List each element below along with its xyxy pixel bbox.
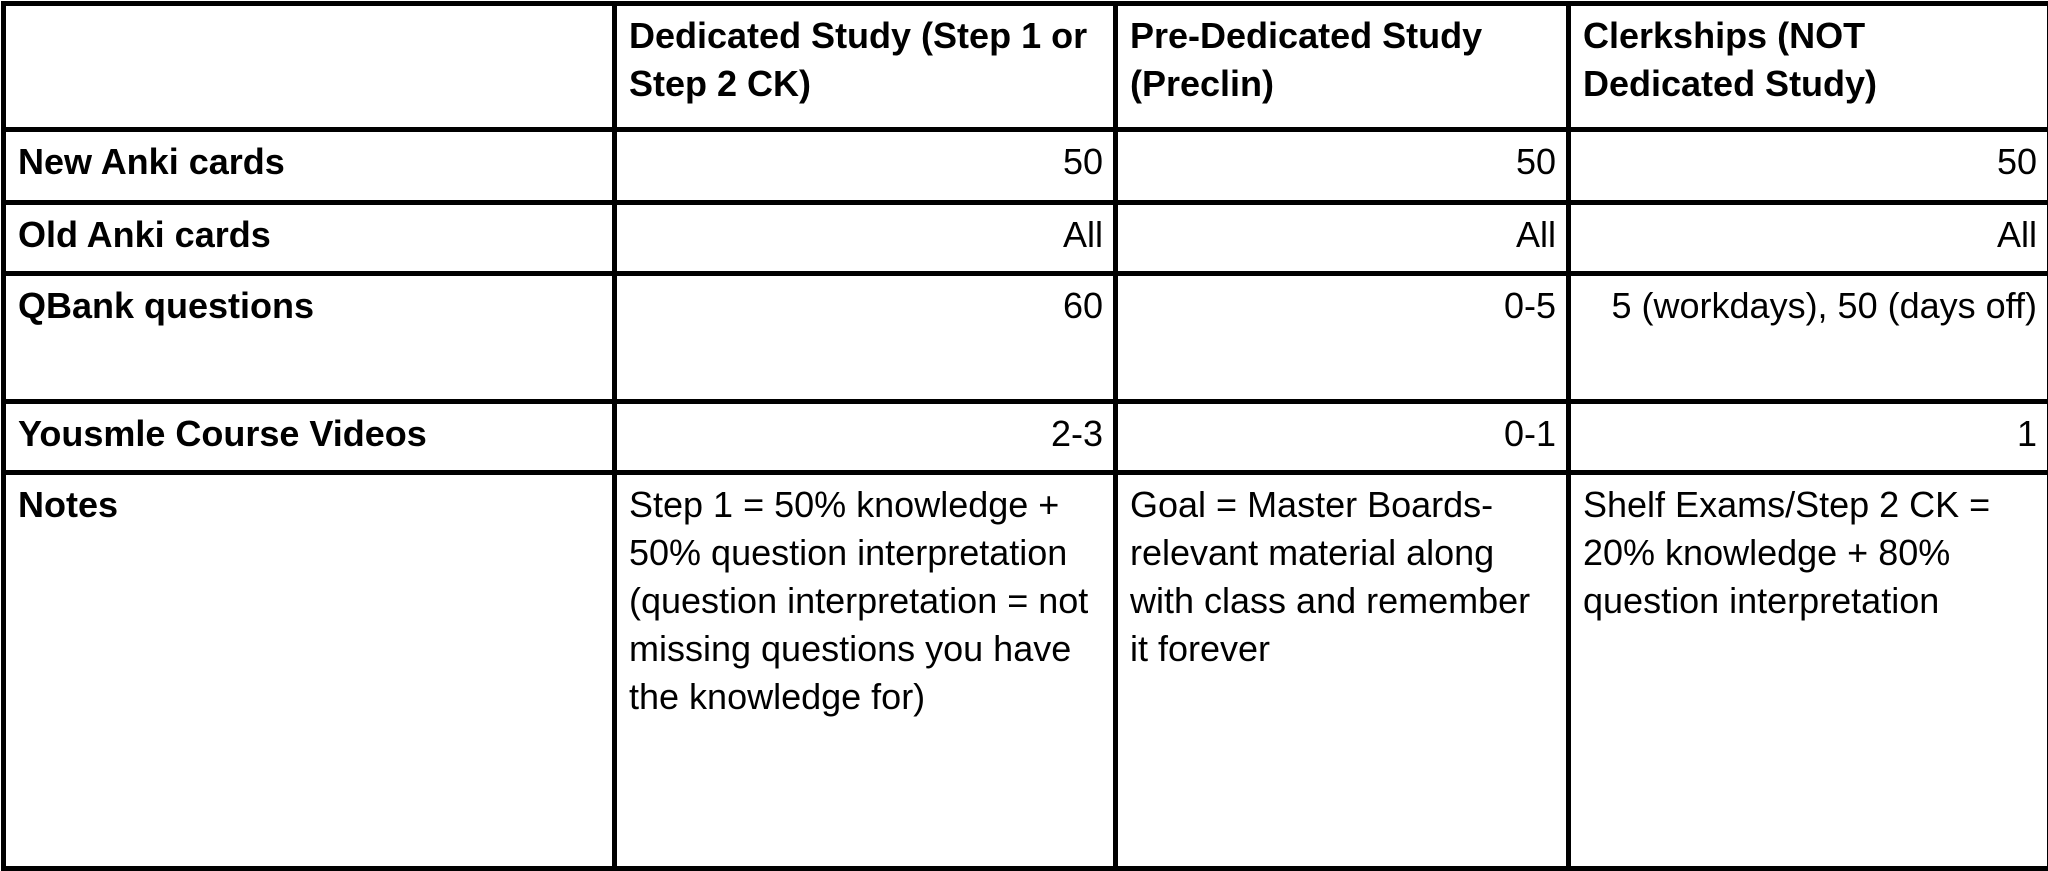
- cell: 60: [615, 274, 1116, 402]
- cell: 5 (workdays), 50 (days off): [1569, 274, 2048, 402]
- table-row: Yousmle Course Videos 2-3 0-1 1: [4, 402, 2048, 473]
- cell: Shelf Exams/Step 2 CK = 20% knowledge + …: [1569, 473, 2048, 869]
- header-pre-dedicated-study: Pre-Dedicated Study (Preclin): [1116, 4, 1569, 130]
- cell: 50: [1116, 130, 1569, 203]
- cell: All: [615, 203, 1116, 274]
- row-label: Old Anki cards: [4, 203, 615, 274]
- row-label: QBank questions: [4, 274, 615, 402]
- cell: All: [1569, 203, 2048, 274]
- row-label: Yousmle Course Videos: [4, 402, 615, 473]
- cell: 1: [1569, 402, 2048, 473]
- table-row: Notes Step 1 = 50% knowledge + 50% quest…: [4, 473, 2048, 869]
- table-row: QBank questions 60 0-5 5 (workdays), 50 …: [4, 274, 2048, 402]
- cell: Goal = Master Boards-relevant material a…: [1116, 473, 1569, 869]
- table-row: New Anki cards 50 50 50: [4, 130, 2048, 203]
- cell: 50: [1569, 130, 2048, 203]
- header-cell-empty: [4, 4, 615, 130]
- row-label: New Anki cards: [4, 130, 615, 203]
- row-label: Notes: [4, 473, 615, 869]
- cell: 50: [615, 130, 1116, 203]
- cell: Step 1 = 50% knowledge + 50% question in…: [615, 473, 1116, 869]
- cell: 0-5: [1116, 274, 1569, 402]
- cell: 0-1: [1116, 402, 1569, 473]
- cell: All: [1116, 203, 1569, 274]
- header-dedicated-study: Dedicated Study (Step 1 or Step 2 CK): [615, 4, 1116, 130]
- table-row: Old Anki cards All All All: [4, 203, 2048, 274]
- header-clerkships: Clerkships (NOT Dedicated Study): [1569, 4, 2048, 130]
- header-row: Dedicated Study (Step 1 or Step 2 CK) Pr…: [4, 4, 2048, 130]
- cell: 2-3: [615, 402, 1116, 473]
